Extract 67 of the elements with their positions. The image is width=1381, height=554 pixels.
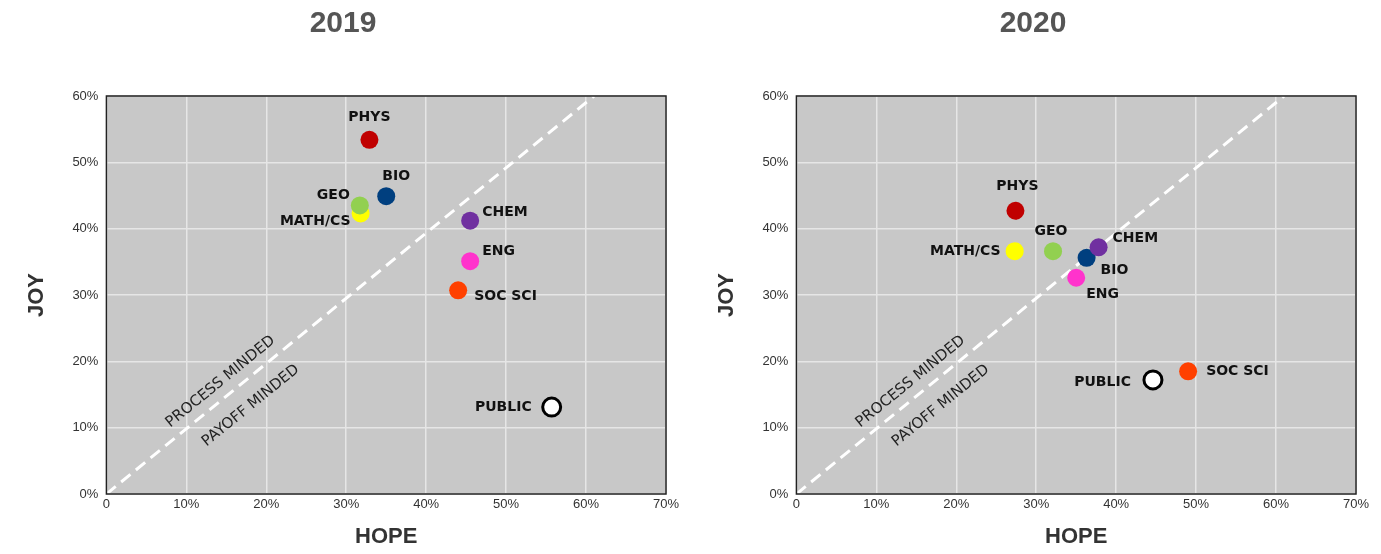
series-label: ENG (1086, 285, 1119, 302)
point (461, 211, 480, 230)
series-label: MATH/CS (279, 212, 351, 229)
x-axis-title: HOPE (1045, 522, 1108, 548)
x-tick-label: 0 (792, 496, 801, 512)
x-tick-label: 40% (413, 496, 440, 512)
point (1067, 268, 1086, 287)
point (461, 252, 480, 271)
series-label: BIO (1100, 261, 1129, 278)
x-tick-label: 20% (943, 496, 970, 512)
x-tick-label: 50% (1183, 496, 1210, 512)
x-tick-label: 50% (493, 496, 520, 512)
series-label: PUBLIC (1074, 372, 1131, 389)
point (1044, 242, 1063, 261)
y-tick-label: 60% (762, 87, 789, 103)
point (1005, 242, 1024, 261)
point (449, 281, 468, 300)
x-tick-label: 30% (333, 496, 360, 512)
series-label: SOC SCI (1206, 361, 1269, 378)
y-tick-label: 40% (762, 220, 789, 236)
y-tick-label: 50% (762, 153, 789, 169)
x-tick-label: 70% (1342, 496, 1370, 512)
y-tick-label: 30% (72, 286, 99, 302)
x-tick-label: 60% (573, 496, 600, 512)
point (541, 396, 563, 418)
y-axis-title: JOY (23, 272, 49, 318)
x-tick-label: 10% (173, 496, 200, 512)
point (1179, 362, 1198, 381)
point (1006, 201, 1025, 220)
x-tick-label: 60% (1263, 496, 1290, 512)
series-label: PHYS (996, 177, 1039, 194)
series-label: GEO (1034, 221, 1068, 238)
series-label: CHEM (482, 203, 528, 220)
y-tick-label: 0% (769, 485, 789, 501)
x-tick-label: 70% (652, 496, 680, 512)
series-label: CHEM (1112, 228, 1159, 245)
y-tick-label: 10% (72, 419, 99, 435)
series-label: GEO (316, 186, 350, 203)
point (360, 130, 379, 149)
y-axis-title: JOY (713, 272, 739, 318)
point (1089, 238, 1108, 257)
y-tick-label: 50% (72, 153, 99, 169)
y-tick-label: 20% (72, 352, 99, 368)
series-label: PUBLIC (474, 397, 532, 414)
point (377, 187, 396, 206)
y-tick-label: 30% (762, 286, 789, 302)
x-tick-label: 10% (863, 496, 890, 512)
x-tick-label: 0 (102, 496, 111, 512)
x-axis-title: HOPE (355, 522, 418, 548)
y-tick-label: 20% (762, 352, 789, 368)
x-tick-label: 40% (1103, 496, 1130, 512)
chart-title: 2020 (999, 5, 1067, 39)
x-tick-label: 30% (1023, 496, 1050, 512)
series-label: BIO (382, 166, 411, 183)
y-tick-label: 60% (72, 87, 99, 103)
series-label: SOC SCI (474, 287, 537, 303)
y-tick-label: 0% (79, 485, 99, 501)
point (1077, 248, 1096, 267)
y-tick-label: 40% (72, 220, 99, 236)
point (1142, 369, 1164, 391)
point (350, 196, 369, 215)
chart-title: 2019 (309, 5, 377, 39)
y-tick-label: 10% (762, 419, 789, 435)
series-label: MATH/CS (929, 241, 1001, 258)
series-label: PHYS (348, 108, 391, 125)
series-label: ENG (482, 241, 515, 258)
x-tick-label: 20% (253, 496, 280, 512)
